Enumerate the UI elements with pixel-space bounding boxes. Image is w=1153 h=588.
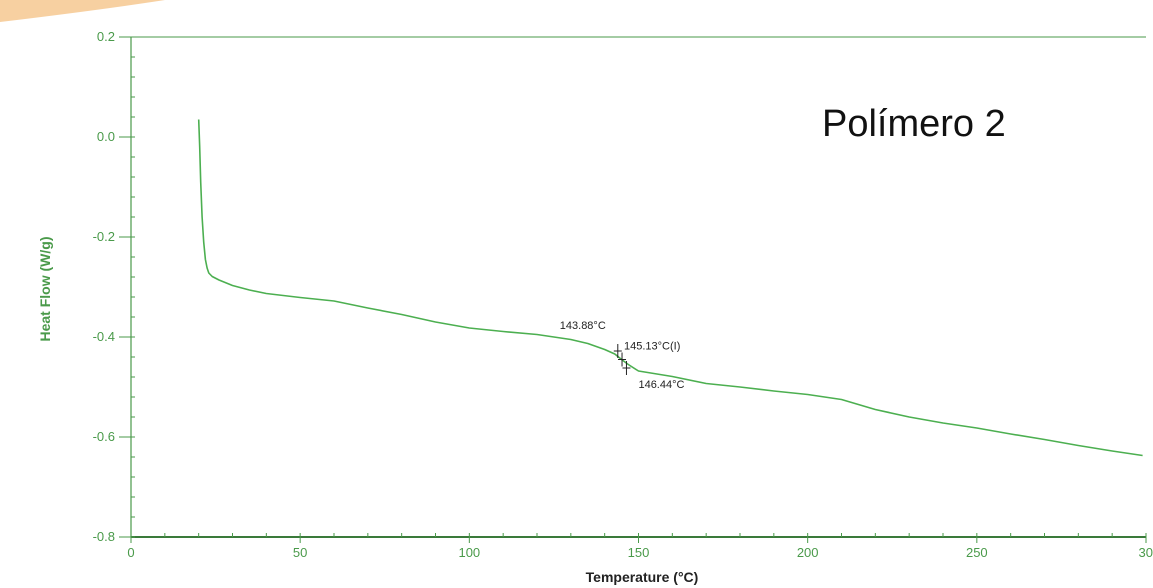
x-tick-label: 30: [1139, 545, 1153, 560]
x-tick-label: 50: [293, 545, 307, 560]
y-tick-label: -0.2: [93, 229, 115, 244]
y-tick-label: -0.8: [93, 529, 115, 544]
x-axis-title: Temperature (°C): [586, 569, 699, 585]
annotation-label: 145.13°C(I): [624, 341, 680, 353]
annotations: 143.88°C 145.13°C(I) 146.44°C: [560, 320, 685, 391]
y-tick-label: 0.0: [97, 129, 115, 144]
x-tick-label: 150: [628, 545, 650, 560]
y-tick-label: -0.4: [93, 329, 115, 344]
y-tick-label: 0.2: [97, 29, 115, 44]
x-tick-label: 250: [966, 545, 988, 560]
curve-layer: [197, 119, 1143, 457]
axes: 0.2 0.0 -0.2 -0.4 -0.6 -0.8 0 50 100 150 200 250 30: [93, 29, 1153, 560]
annotation-label: 146.44°C: [638, 379, 684, 391]
x-tick-label: 100: [458, 545, 480, 560]
annotation-label: 143.88°C: [560, 320, 606, 332]
x-tick-label: 200: [797, 545, 819, 560]
x-tick-label: 0: [127, 545, 134, 560]
chart-title: Polímero 2: [822, 103, 1006, 145]
orange-swoosh-decoration: [0, 0, 165, 22]
y-tick-label: -0.6: [93, 429, 115, 444]
y-axis-title: Heat Flow (W/g): [37, 237, 53, 342]
series-line: [197, 119, 1143, 457]
